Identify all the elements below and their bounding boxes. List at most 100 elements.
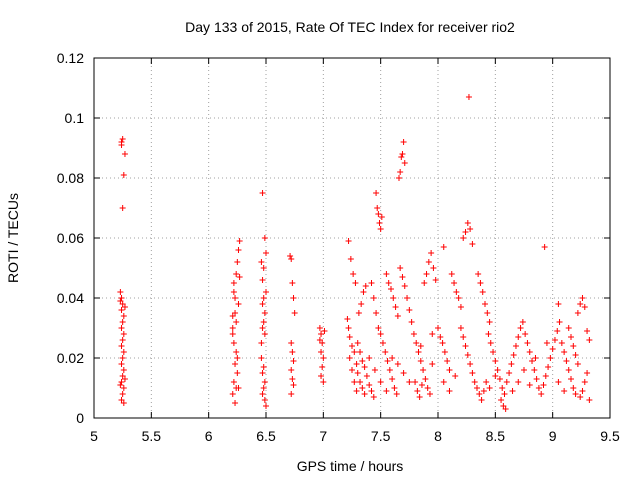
- x-axis-label: GPS time / hours: [297, 458, 404, 474]
- data-point: [288, 256, 295, 262]
- data-point: [471, 379, 478, 385]
- data-point: [503, 379, 510, 385]
- data-point: [263, 250, 269, 256]
- data-point: [360, 289, 367, 295]
- data-point: [494, 367, 501, 373]
- data-point: [318, 331, 325, 337]
- data-point: [375, 325, 382, 331]
- data-point: [561, 349, 568, 355]
- data-point: [540, 382, 547, 388]
- data-point: [499, 385, 506, 391]
- data-point: [487, 340, 494, 346]
- data-point: [118, 295, 125, 301]
- data-point: [362, 283, 369, 289]
- data-point: [532, 355, 539, 361]
- data-point: [457, 304, 464, 310]
- data-point: [261, 310, 268, 316]
- plot-frame: [93, 57, 611, 419]
- data-point: [396, 175, 403, 181]
- data-point: [581, 304, 588, 310]
- data-point: [316, 325, 323, 331]
- data-point: [439, 340, 446, 346]
- data-point: [357, 349, 364, 355]
- data-point: [120, 313, 127, 319]
- y-axis-label: ROTI / TECUs: [5, 193, 21, 283]
- y-tick-label: 0.04: [57, 290, 84, 306]
- data-point: [121, 304, 128, 310]
- data-points: [117, 94, 593, 412]
- data-point: [359, 358, 366, 364]
- data-point: [478, 397, 485, 403]
- data-point: [565, 367, 572, 373]
- data-point: [554, 328, 561, 334]
- grid: [94, 58, 610, 418]
- data-point: [319, 364, 326, 370]
- data-point: [366, 355, 373, 361]
- data-point: [120, 331, 127, 337]
- data-point: [441, 349, 448, 355]
- data-point: [260, 265, 267, 271]
- data-point: [370, 295, 377, 301]
- data-point: [492, 358, 499, 364]
- data-point: [519, 319, 526, 325]
- data-point: [484, 310, 491, 316]
- data-point: [119, 337, 126, 343]
- data-point: [545, 364, 552, 370]
- data-point: [510, 352, 517, 358]
- data-point: [406, 307, 413, 313]
- data-point: [318, 349, 325, 355]
- data-point: [440, 244, 447, 250]
- data-point: [345, 238, 352, 244]
- data-point: [374, 205, 381, 211]
- data-point: [397, 169, 404, 175]
- data-point: [413, 340, 420, 346]
- data-point: [232, 295, 239, 301]
- data-point: [230, 340, 237, 346]
- data-point: [290, 358, 297, 364]
- data-point: [517, 325, 524, 331]
- chart-title: Day 133 of 2015, Rate Of TEC Index for r…: [185, 19, 515, 35]
- data-point: [229, 331, 236, 337]
- data-point: [426, 391, 433, 397]
- y-tick-label: 0.02: [57, 350, 84, 366]
- data-point: [574, 310, 581, 316]
- data-point: [498, 397, 505, 403]
- data-point: [570, 385, 577, 391]
- data-point: [399, 274, 406, 280]
- data-point: [258, 259, 265, 265]
- data-point: [401, 283, 408, 289]
- data-point: [397, 265, 404, 271]
- x-tick-label: 6: [205, 428, 213, 444]
- data-point: [347, 256, 354, 262]
- data-point: [581, 379, 588, 385]
- data-point: [541, 244, 548, 250]
- data-point: [119, 391, 126, 397]
- data-point: [321, 328, 328, 334]
- data-point: [234, 355, 241, 361]
- data-point: [556, 319, 563, 325]
- data-point: [259, 277, 266, 283]
- data-point: [584, 370, 591, 376]
- data-point: [572, 352, 579, 358]
- data-point: [453, 289, 460, 295]
- data-point: [260, 319, 267, 325]
- data-point: [289, 376, 296, 382]
- data-point: [561, 388, 568, 394]
- data-point: [429, 361, 436, 367]
- data-point: [376, 220, 383, 226]
- data-point: [261, 397, 268, 403]
- data-point: [229, 313, 236, 319]
- data-point: [386, 367, 393, 373]
- data-point: [448, 271, 455, 277]
- x-tick-label: 5: [90, 428, 98, 444]
- data-point: [558, 340, 565, 346]
- data-point: [490, 349, 497, 355]
- data-point: [572, 391, 579, 397]
- data-point: [577, 301, 584, 307]
- data-point: [261, 331, 268, 337]
- data-point: [460, 334, 467, 340]
- data-point: [526, 349, 533, 355]
- data-point: [355, 310, 362, 316]
- data-point: [352, 280, 359, 286]
